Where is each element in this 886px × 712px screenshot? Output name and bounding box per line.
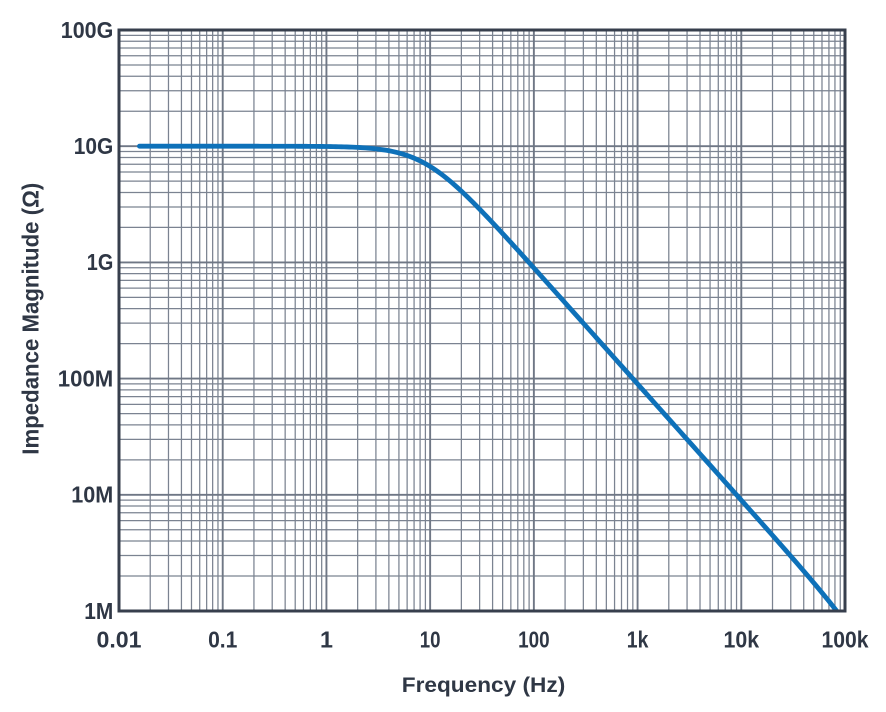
- svg-text:10: 10: [420, 626, 441, 652]
- svg-text:10k: 10k: [723, 626, 759, 652]
- svg-text:Frequency (Hz): Frequency (Hz): [402, 674, 566, 697]
- svg-text:1G: 1G: [87, 249, 114, 275]
- svg-text:100M: 100M: [58, 365, 114, 391]
- svg-text:Impedance Magnitude (Ω): Impedance Magnitude (Ω): [18, 183, 44, 455]
- svg-text:100: 100: [518, 626, 550, 652]
- svg-text:100k: 100k: [822, 626, 869, 652]
- svg-text:10G: 10G: [74, 133, 114, 159]
- svg-text:1k: 1k: [627, 626, 649, 652]
- svg-text:10M: 10M: [71, 482, 113, 508]
- svg-text:100G: 100G: [61, 17, 114, 43]
- svg-text:0.01: 0.01: [97, 626, 142, 652]
- svg-text:0.1: 0.1: [208, 626, 237, 652]
- svg-text:1: 1: [320, 626, 333, 652]
- svg-text:1M: 1M: [84, 598, 113, 624]
